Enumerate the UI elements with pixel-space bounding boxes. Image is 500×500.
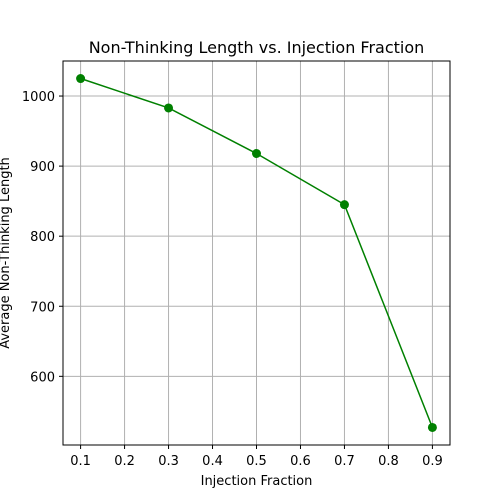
data-point <box>164 103 174 113</box>
ticks: 0.1 0.2 0.3 0.4 0.5 0.6 0.7 0.8 0.9 600 700 800 900 1… <box>22 90 443 469</box>
y-tick-label: 800 <box>30 230 55 245</box>
x-tick-label: 0.9 <box>422 454 443 469</box>
x-tick-label: 0.5 <box>246 454 267 469</box>
grid <box>63 61 450 445</box>
x-tick-label: 0.1 <box>70 454 91 469</box>
data-point <box>252 148 261 158</box>
series-layer <box>76 74 437 432</box>
x-axis-label: Injection Fraction <box>201 474 313 489</box>
x-tick-label: 0.3 <box>158 454 179 469</box>
y-tick-label: 600 <box>30 370 55 385</box>
x-tick-label: 0.6 <box>290 454 311 469</box>
data-point <box>427 422 437 432</box>
y-tick-label: 900 <box>30 160 55 175</box>
x-tick-label: 0.2 <box>114 454 135 469</box>
y-axis-label: Average Non-Thinking Length <box>0 157 13 349</box>
data-point <box>339 200 349 210</box>
y-tick-label: 1000 <box>22 90 55 105</box>
x-tick-label: 0.4 <box>202 454 223 469</box>
x-tick-label: 0.8 <box>378 454 399 469</box>
chart-title: Non-Thinking Length vs. Injection Fracti… <box>89 38 425 57</box>
x-tick-label: 0.7 <box>334 454 355 469</box>
data-point <box>76 74 86 84</box>
y-tick-label: 700 <box>30 300 55 315</box>
